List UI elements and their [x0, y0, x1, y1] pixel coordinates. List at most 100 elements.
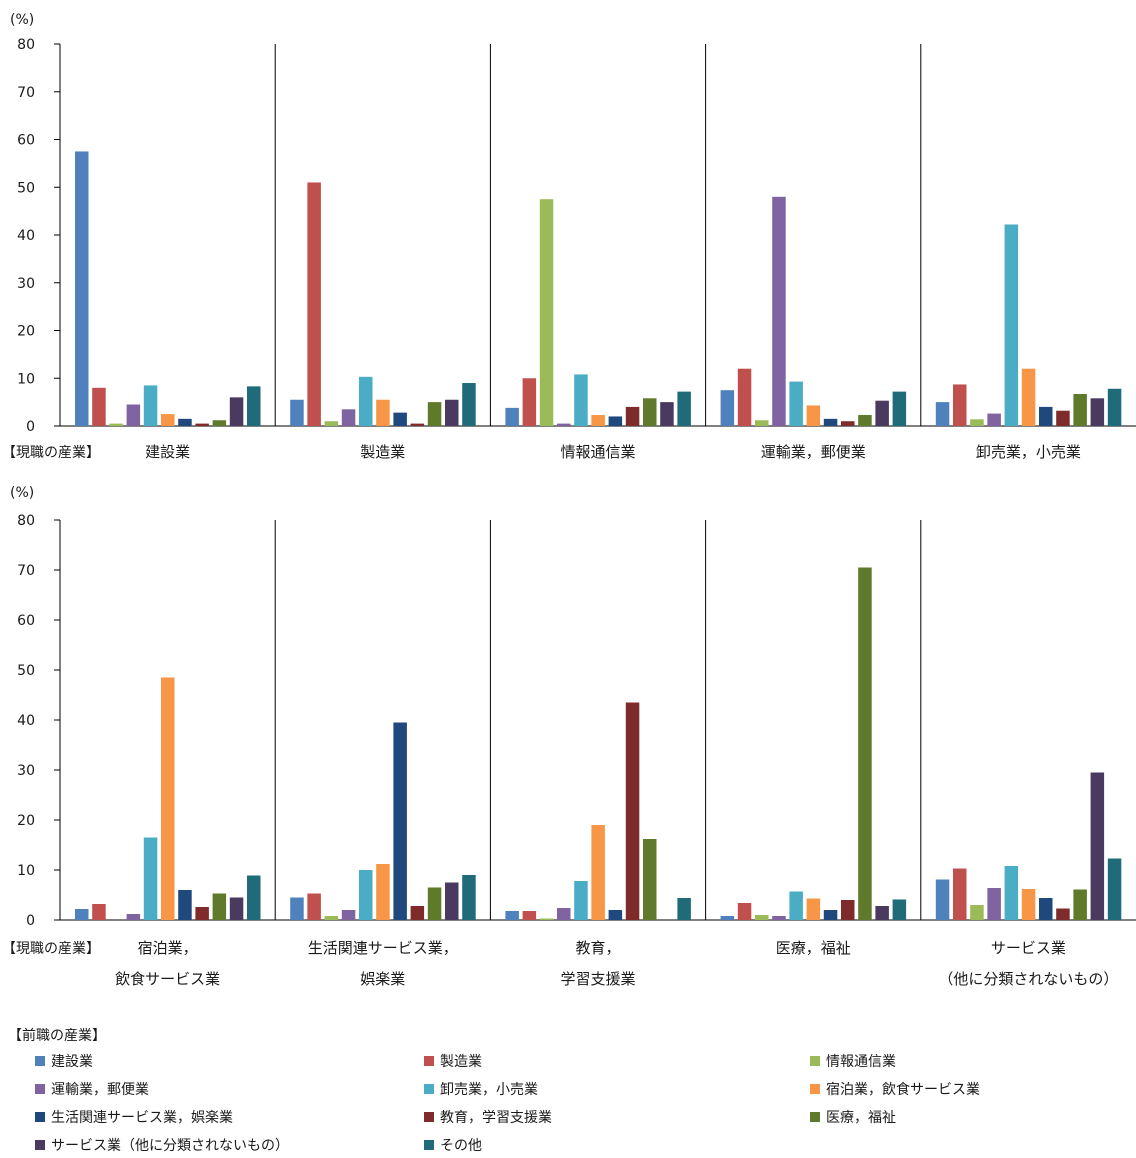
legend-swatch — [35, 1140, 45, 1150]
group-label: 娯楽業 — [360, 970, 405, 988]
y-tick-label: 60 — [17, 613, 35, 629]
y-tick-label: 80 — [17, 513, 35, 529]
bar — [772, 196, 786, 426]
bar — [143, 837, 158, 920]
bar — [1073, 394, 1087, 426]
bar — [376, 399, 390, 426]
bar — [935, 879, 950, 920]
y-tick-label: 20 — [17, 813, 35, 829]
bar — [247, 875, 261, 920]
y-tick-label: 0 — [26, 419, 35, 435]
group-label: 学習支援業 — [560, 970, 635, 988]
bar — [445, 399, 459, 426]
bar — [608, 910, 623, 920]
group-label: 建設業 — [145, 443, 190, 461]
bar — [643, 839, 657, 920]
group-label: 教育， — [575, 939, 620, 957]
current-industry-label: 【現職の産業】 — [2, 445, 100, 461]
legend-label: 情報通信業 — [826, 1054, 896, 1070]
bar — [574, 881, 588, 920]
bar — [75, 909, 89, 920]
legend-swatch — [35, 1112, 45, 1122]
group-label: 生活関連サービス業， — [308, 939, 458, 957]
bar — [92, 904, 106, 920]
bar — [341, 910, 356, 920]
bar — [953, 868, 967, 920]
y-tick-label: 70 — [17, 85, 35, 101]
legend-item: 情報通信業 — [810, 1051, 896, 1071]
bar — [161, 677, 175, 920]
legend-swatch — [424, 1140, 434, 1150]
bar — [195, 907, 209, 920]
bar — [92, 387, 106, 426]
bar — [1004, 224, 1019, 426]
bar — [772, 916, 786, 920]
bar — [677, 898, 691, 920]
bar — [720, 390, 735, 426]
y-tick-label: 40 — [17, 228, 35, 244]
bar — [875, 400, 889, 426]
bar — [229, 397, 244, 426]
group-label: 飲食サービス業 — [115, 970, 220, 988]
bar — [574, 374, 588, 426]
y-tick-label: 20 — [17, 324, 35, 340]
bar — [1021, 889, 1036, 920]
bar — [789, 381, 803, 426]
group-label: 宿泊業， — [138, 939, 198, 957]
y-tick-label: 60 — [17, 133, 35, 149]
y-tick-label: 80 — [17, 37, 35, 53]
group-label: サービス業 — [991, 939, 1066, 957]
bar — [324, 916, 339, 920]
bar — [1107, 858, 1122, 920]
bar — [109, 423, 123, 426]
bar — [737, 903, 752, 920]
group-label: （他に分類されないもの） — [938, 970, 1118, 988]
bar — [393, 412, 407, 426]
bar — [522, 911, 537, 920]
y-tick-label: 30 — [17, 763, 35, 779]
legend-item: 医療，福祉 — [810, 1107, 896, 1127]
bar — [1090, 772, 1105, 920]
bar — [307, 893, 321, 920]
bar — [823, 910, 838, 920]
bar — [806, 898, 821, 920]
bar — [1090, 398, 1105, 426]
bar — [660, 402, 674, 426]
bar — [823, 418, 838, 426]
legend-swatch — [424, 1112, 434, 1122]
bar — [324, 421, 339, 426]
bar — [393, 722, 407, 920]
bar — [737, 368, 752, 426]
bar — [875, 906, 889, 920]
bar — [505, 911, 519, 920]
bar — [557, 908, 571, 920]
bar — [359, 376, 373, 426]
bar — [212, 420, 227, 426]
bar — [359, 870, 373, 920]
bar — [307, 182, 321, 426]
bar — [625, 702, 640, 920]
bar — [229, 897, 244, 920]
bar — [195, 423, 209, 426]
bar — [290, 399, 304, 426]
bar — [427, 402, 442, 426]
legend-item: 建設業 — [35, 1051, 93, 1071]
bar — [462, 383, 476, 426]
bar — [557, 423, 571, 426]
legend-label: 宿泊業，飲食サービス業 — [826, 1082, 980, 1098]
current-industry-label: 【現職の産業】 — [2, 941, 100, 957]
bar — [841, 900, 855, 920]
bar — [858, 567, 872, 920]
legend-item: 宿泊業，飲食サービス業 — [810, 1079, 980, 1099]
bar — [1039, 406, 1053, 426]
legend-label: 卸売業，小売業 — [440, 1082, 538, 1098]
bar — [591, 825, 605, 920]
group-label: 製造業 — [360, 443, 405, 461]
legend-item: 教育，学習支援業 — [424, 1107, 552, 1127]
bar — [1056, 410, 1070, 426]
legend-item: 製造業 — [424, 1051, 482, 1071]
bar — [445, 882, 459, 920]
bar — [1021, 368, 1036, 426]
y-tick-label: 50 — [17, 180, 35, 196]
bar — [410, 906, 425, 920]
